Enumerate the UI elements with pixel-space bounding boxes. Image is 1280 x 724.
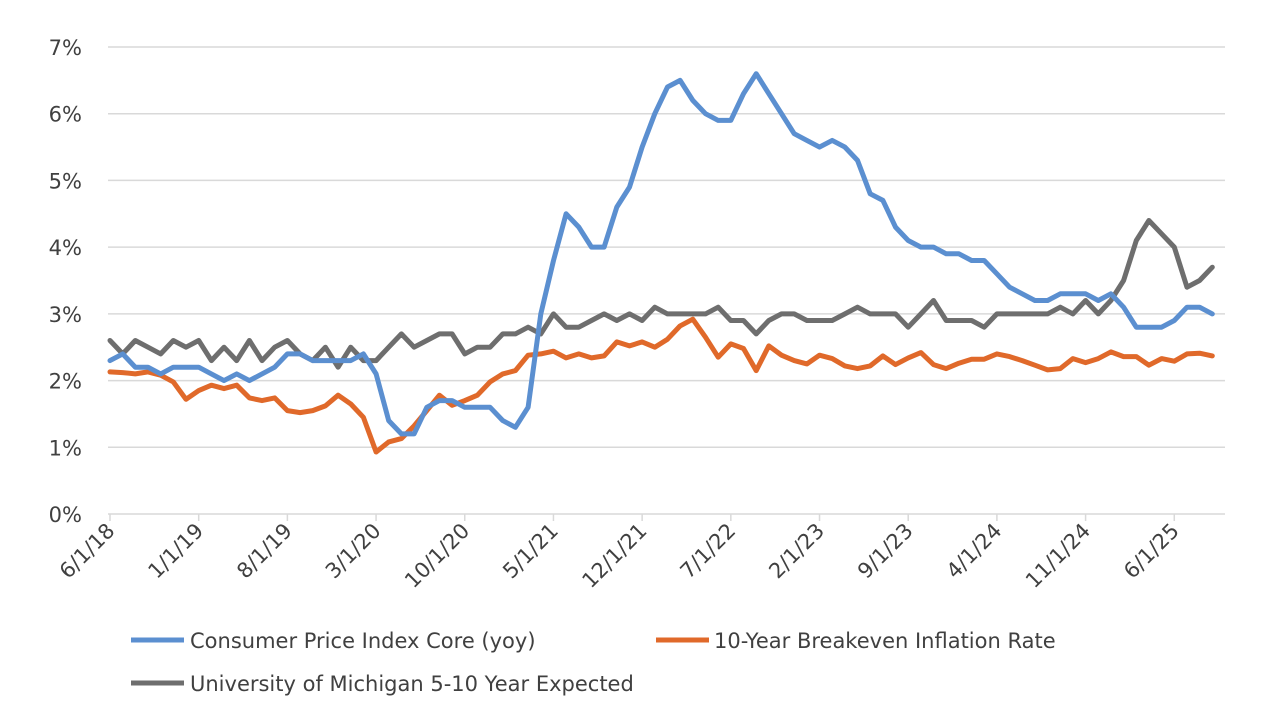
x-tick-label: 4/1/24 bbox=[942, 519, 1007, 584]
y-tick-label: 5% bbox=[49, 169, 82, 193]
series-lines bbox=[107, 71, 1215, 455]
x-tick-label: 5/1/21 bbox=[498, 519, 563, 584]
x-tick-label: 6/1/18 bbox=[55, 519, 120, 584]
legend-label-michigan: University of Michigan 5-10 Year Expecte… bbox=[190, 672, 634, 696]
legend-item-cpi[interactable]: Consumer Price Index Core (yoy) bbox=[131, 629, 536, 653]
y-tick-label: 7% bbox=[49, 36, 82, 60]
x-tick-label: 9/1/23 bbox=[853, 519, 918, 584]
x-tick-label: 1/1/19 bbox=[143, 519, 208, 584]
legend-item-breakeven[interactable]: 10-Year Breakeven Inflation Rate bbox=[656, 629, 1056, 653]
y-tick-label: 2% bbox=[49, 370, 82, 394]
y-tick-label: 0% bbox=[49, 503, 82, 527]
legend-label-cpi: Consumer Price Index Core (yoy) bbox=[190, 629, 536, 653]
legend-item-michigan[interactable]: University of Michigan 5-10 Year Expecte… bbox=[131, 672, 634, 696]
x-tick-label: 8/1/19 bbox=[232, 519, 297, 584]
x-tick-label: 12/1/21 bbox=[577, 519, 651, 593]
y-tick-label: 4% bbox=[49, 236, 82, 260]
x-tick-label: 3/1/20 bbox=[321, 519, 386, 584]
x-tick-label: 10/1/20 bbox=[400, 519, 474, 593]
y-tick-label: 1% bbox=[49, 436, 82, 460]
y-tick-label: 3% bbox=[49, 303, 82, 327]
gridlines bbox=[108, 46, 1225, 449]
x-tick-label: 2/1/23 bbox=[764, 519, 829, 584]
series-line-michigan bbox=[107, 218, 1215, 370]
x-tick-label: 6/1/25 bbox=[1119, 519, 1184, 584]
x-tick-label: 11/1/24 bbox=[1021, 519, 1095, 593]
x-axis-ticks: 6/1/18 1/1/19 8/1/19 3/1/20 10/1/20 5/1/21 12/… bbox=[55, 514, 1184, 593]
x-tick-label: 7/1/22 bbox=[676, 519, 741, 584]
series-line-cpi-core bbox=[107, 71, 1215, 437]
legend: Consumer Price Index Core (yoy) 10-Year … bbox=[131, 629, 1056, 696]
y-axis-ticks: 0% 1% 2% 3% 4% 5% 6% 7% bbox=[49, 36, 82, 527]
series-line-breakeven bbox=[107, 316, 1215, 455]
legend-label-breakeven: 10-Year Breakeven Inflation Rate bbox=[714, 629, 1056, 653]
y-tick-label: 6% bbox=[49, 103, 82, 127]
